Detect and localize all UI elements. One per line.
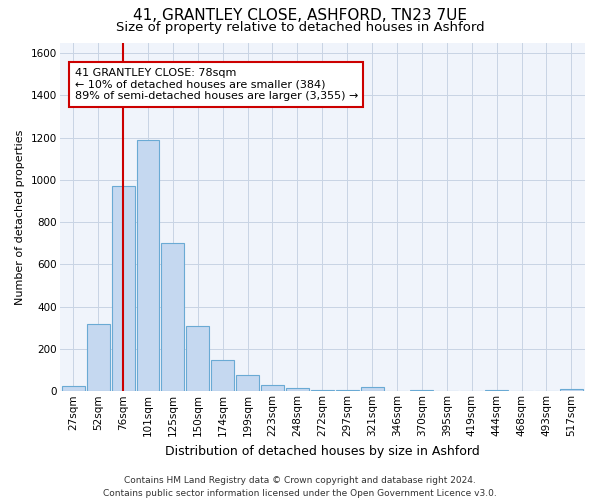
Bar [211,360,234,392]
Bar [161,244,184,392]
Bar [485,390,508,392]
Bar [336,390,359,392]
Bar [361,387,383,392]
Bar [410,390,433,392]
X-axis label: Distribution of detached houses by size in Ashford: Distribution of detached houses by size … [165,444,479,458]
Bar [261,385,284,392]
Text: Contains HM Land Registry data © Crown copyright and database right 2024.
Contai: Contains HM Land Registry data © Crown c… [103,476,497,498]
Bar [236,376,259,392]
Bar [286,388,309,392]
Bar [62,386,85,392]
Text: Size of property relative to detached houses in Ashford: Size of property relative to detached ho… [116,21,484,34]
Bar [87,324,110,392]
Bar [560,389,583,392]
Bar [137,140,160,392]
Bar [187,326,209,392]
Y-axis label: Number of detached properties: Number of detached properties [15,129,25,304]
Bar [311,390,334,392]
Bar [112,186,134,392]
Text: 41, GRANTLEY CLOSE, ASHFORD, TN23 7UE: 41, GRANTLEY CLOSE, ASHFORD, TN23 7UE [133,8,467,22]
Text: 41 GRANTLEY CLOSE: 78sqm
← 10% of detached houses are smaller (384)
89% of semi-: 41 GRANTLEY CLOSE: 78sqm ← 10% of detach… [74,68,358,101]
